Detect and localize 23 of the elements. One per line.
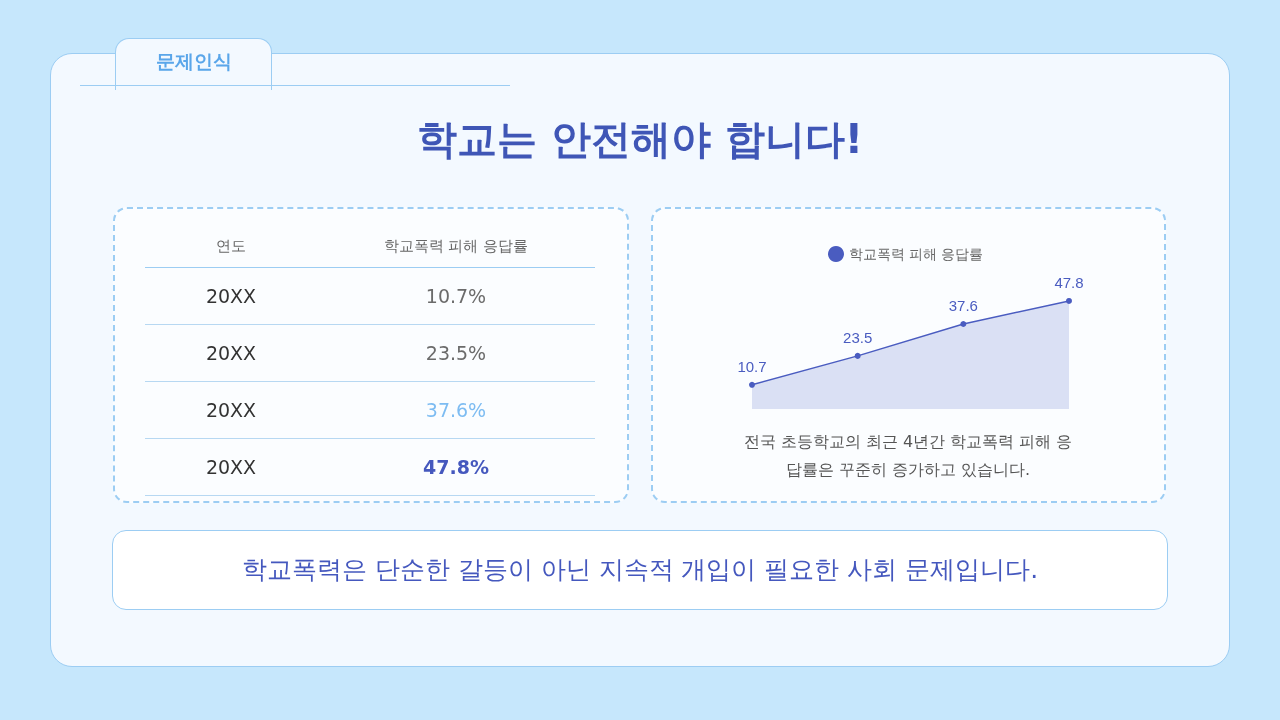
text: 37.6% bbox=[425, 399, 487, 421]
text: 문제인식 bbox=[115, 38, 272, 90]
category-label: 20XX bbox=[145, 381, 317, 439]
category-label: 20XX bbox=[145, 438, 317, 496]
data-label: 37.6 bbox=[948, 297, 978, 315]
point bbox=[1066, 297, 1072, 304]
text: 10.7% bbox=[425, 285, 487, 307]
point bbox=[749, 381, 755, 388]
text: 전국 초등학교의 최근 4년간 학교폭력 피해 응답률은 꾸준히 증가하고 있습니다. bbox=[742, 431, 1074, 481]
category-label: 20XX bbox=[145, 324, 317, 382]
data-label: 23.5 bbox=[843, 328, 873, 346]
data-label: 10.7 bbox=[737, 357, 767, 375]
text: 학교폭력 피해 응답률 bbox=[317, 225, 595, 268]
text: 47.8% bbox=[423, 456, 489, 478]
text: 학교는 안전해야 합니다! bbox=[415, 115, 865, 164]
legend-label: 학교폭력 피해 응답률 bbox=[849, 246, 983, 262]
text: 23.5% bbox=[425, 342, 487, 364]
point bbox=[960, 321, 967, 328]
point bbox=[854, 352, 861, 359]
text: 연도 bbox=[145, 225, 317, 268]
text: 학교폭력은 단순한 갈등이 아닌 지속적 개입이 필요한 사회 문제입니다. bbox=[112, 530, 1168, 610]
category-label: 20XX bbox=[145, 267, 317, 325]
data-label: 47.8 bbox=[1054, 273, 1084, 291]
